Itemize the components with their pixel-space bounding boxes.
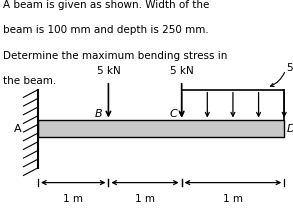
Text: 5 kN: 5 kN: [96, 66, 120, 77]
Text: the beam.: the beam.: [3, 76, 56, 86]
Bar: [38, 121, 284, 137]
Text: Determine the maximum bending stress in: Determine the maximum bending stress in: [3, 51, 227, 60]
Text: 5 kN: 5 kN: [170, 66, 194, 77]
Text: A: A: [14, 124, 21, 134]
Text: 1 m: 1 m: [135, 194, 155, 204]
Text: A beam is given as shown. Width of the: A beam is given as shown. Width of the: [3, 0, 209, 10]
Text: 1 m: 1 m: [223, 194, 243, 204]
Text: 5 kN/m: 5 kN/m: [287, 63, 293, 73]
Text: beam is 100 mm and depth is 250 mm.: beam is 100 mm and depth is 250 mm.: [3, 25, 209, 35]
Text: D: D: [287, 124, 293, 134]
Text: 1 m: 1 m: [63, 194, 83, 204]
Text: B: B: [95, 109, 103, 119]
Text: C: C: [170, 109, 177, 119]
